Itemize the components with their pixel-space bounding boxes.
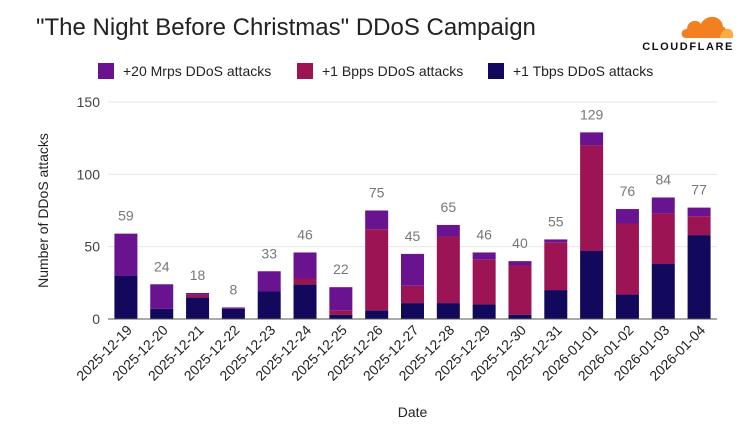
y-tick-label: 0 bbox=[92, 311, 100, 327]
bar-segment bbox=[508, 261, 532, 266]
bar-segment bbox=[150, 308, 174, 319]
data-label: 77 bbox=[691, 182, 707, 198]
logo-wordmark: CLOUDFLARE bbox=[642, 41, 734, 53]
cloud-icon-main bbox=[681, 16, 727, 38]
bar-segment bbox=[329, 314, 353, 319]
cloud-icon-secondary bbox=[720, 28, 734, 38]
data-label: 65 bbox=[441, 199, 457, 215]
bar-segment bbox=[293, 252, 317, 279]
legend-label: +1 Tbps DDoS attacks bbox=[513, 63, 653, 79]
bars bbox=[114, 132, 711, 319]
data-label: 40 bbox=[512, 235, 528, 251]
bar-segment bbox=[293, 284, 317, 319]
bar-segment bbox=[580, 132, 604, 146]
bar-segment bbox=[472, 252, 496, 260]
bar-segment bbox=[365, 229, 389, 311]
cloudflare-logo: CLOUDFLARE bbox=[616, 12, 734, 56]
bar-segment bbox=[580, 251, 604, 319]
bar-segment bbox=[401, 303, 424, 319]
data-label: 22 bbox=[333, 261, 349, 277]
bar-segment bbox=[687, 207, 711, 217]
bar-segment bbox=[615, 223, 639, 295]
data-label: 33 bbox=[261, 245, 277, 261]
legend-swatch bbox=[98, 63, 114, 79]
bar-segment bbox=[365, 310, 389, 319]
y-tick-label: 150 bbox=[77, 94, 101, 110]
bar-segment bbox=[293, 278, 317, 285]
data-label: 76 bbox=[620, 183, 636, 199]
bar-segment bbox=[186, 294, 210, 298]
y-tick-label: 100 bbox=[77, 166, 101, 182]
bar-segment bbox=[472, 304, 496, 319]
bar-segment bbox=[186, 292, 210, 295]
bar-segment bbox=[436, 224, 460, 237]
bar-segment bbox=[114, 233, 138, 276]
bar-segment bbox=[365, 210, 389, 230]
y-tick-label: 50 bbox=[84, 239, 100, 255]
bar-segment bbox=[257, 271, 281, 292]
data-label: 129 bbox=[580, 106, 604, 122]
data-label: 84 bbox=[655, 171, 671, 187]
bar-segment bbox=[687, 235, 711, 319]
bar-segment bbox=[436, 303, 460, 319]
bar-segment bbox=[221, 308, 245, 319]
bar-segment bbox=[687, 216, 711, 236]
bar-segment bbox=[580, 145, 604, 252]
bar-segment bbox=[150, 284, 174, 309]
bar-segment bbox=[329, 310, 353, 315]
bar-segment bbox=[329, 287, 353, 311]
y-axis-title: Number of DDoS attacks bbox=[35, 133, 51, 288]
legend-label: +1 Bpps DDoS attacks bbox=[322, 63, 463, 79]
bar-segment bbox=[544, 239, 568, 243]
bar-segment bbox=[508, 314, 532, 319]
bar-segment bbox=[186, 297, 210, 319]
bar-segment bbox=[114, 275, 138, 319]
data-label: 55 bbox=[548, 213, 564, 229]
data-label: 59 bbox=[118, 208, 134, 224]
gridlines bbox=[108, 101, 717, 248]
bar-segment bbox=[401, 253, 424, 286]
data-label: 18 bbox=[190, 267, 206, 283]
legend: +20 Mrps DDoS attacks +1 Bpps DDoS attack… bbox=[98, 63, 653, 79]
legend-swatch bbox=[488, 63, 504, 79]
cloud-icon bbox=[681, 16, 734, 38]
bar-segment bbox=[472, 259, 496, 305]
chart-title: "The Night Before Christmas" DDoS Campai… bbox=[36, 14, 536, 41]
data-label: 8 bbox=[229, 281, 237, 297]
data-labels: 59 24 18 8 33 46 22 75 45 65 46 40 55 129 76 84 77 bbox=[118, 106, 707, 297]
data-label: 75 bbox=[369, 185, 385, 201]
bar-segment bbox=[221, 307, 245, 309]
bar-segment bbox=[651, 213, 675, 265]
bar-segment bbox=[651, 264, 675, 319]
bar-segment bbox=[544, 242, 568, 291]
data-label: 46 bbox=[297, 226, 313, 242]
bar-segment bbox=[257, 291, 281, 319]
bar-segment bbox=[401, 285, 424, 304]
data-label: 24 bbox=[154, 258, 170, 274]
bar-segment bbox=[615, 209, 639, 224]
x-axis-title: Date bbox=[398, 404, 428, 420]
bar-segment bbox=[651, 197, 675, 214]
bar-segment bbox=[436, 236, 460, 304]
bar-segment bbox=[615, 294, 639, 319]
data-label: 46 bbox=[476, 226, 492, 242]
legend-label: +20 Mrps DDoS attacks bbox=[123, 63, 271, 79]
bar-segment bbox=[544, 290, 568, 319]
legend-swatch bbox=[297, 63, 313, 79]
data-label: 45 bbox=[405, 228, 421, 244]
bar-segment bbox=[508, 265, 532, 315]
